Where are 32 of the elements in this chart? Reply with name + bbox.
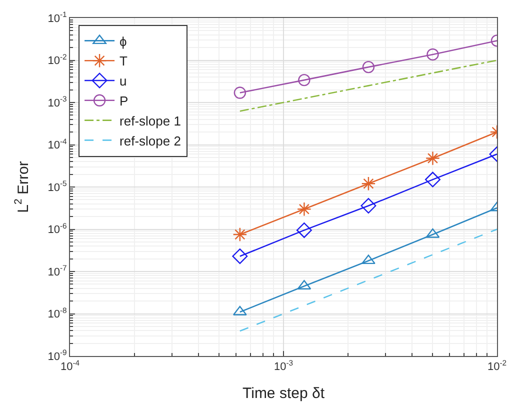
y-tick-label: 10$^{-6}$ [48, 221, 67, 236]
y-tick-label: 10$^{-1}$ [48, 10, 67, 25]
point [426, 151, 440, 166]
point [426, 48, 439, 61]
point [361, 176, 376, 191]
y-tick-label: 10$^{-5}$ [48, 179, 67, 194]
legend-label: ref-slope 1 [120, 113, 181, 128]
point [362, 60, 375, 74]
y-tick-label: 10$^{-7}$ [48, 264, 67, 278]
point [232, 248, 248, 264]
x-tick-label: 10$^{-2}$ [487, 358, 507, 374]
y-tick-label: 10$^{-8}$ [48, 306, 67, 321]
y-tick-label: 10$^{-4}$ [48, 136, 68, 152]
legend-label: T [120, 54, 128, 69]
line-series [239, 60, 497, 112]
point [360, 198, 376, 214]
point [296, 222, 312, 238]
x-tick-label: 10$^{-3}$ [274, 358, 294, 374]
legend-label: ϕ [120, 34, 127, 49]
legend-label: P [120, 93, 128, 108]
point [362, 254, 376, 264]
y-tick-label: 10$^{-3}$ [48, 94, 67, 110]
point [296, 202, 312, 216]
y-tick-label: 10$^{-2}$ [48, 52, 67, 68]
legend-label: u [120, 74, 127, 89]
point [234, 86, 246, 99]
point [232, 227, 248, 242]
point [298, 74, 310, 86]
line-series [239, 228, 497, 332]
legend-label: ref-slope 2 [120, 133, 181, 148]
point [424, 172, 440, 188]
x-axis-title: Time step δt [242, 385, 326, 402]
